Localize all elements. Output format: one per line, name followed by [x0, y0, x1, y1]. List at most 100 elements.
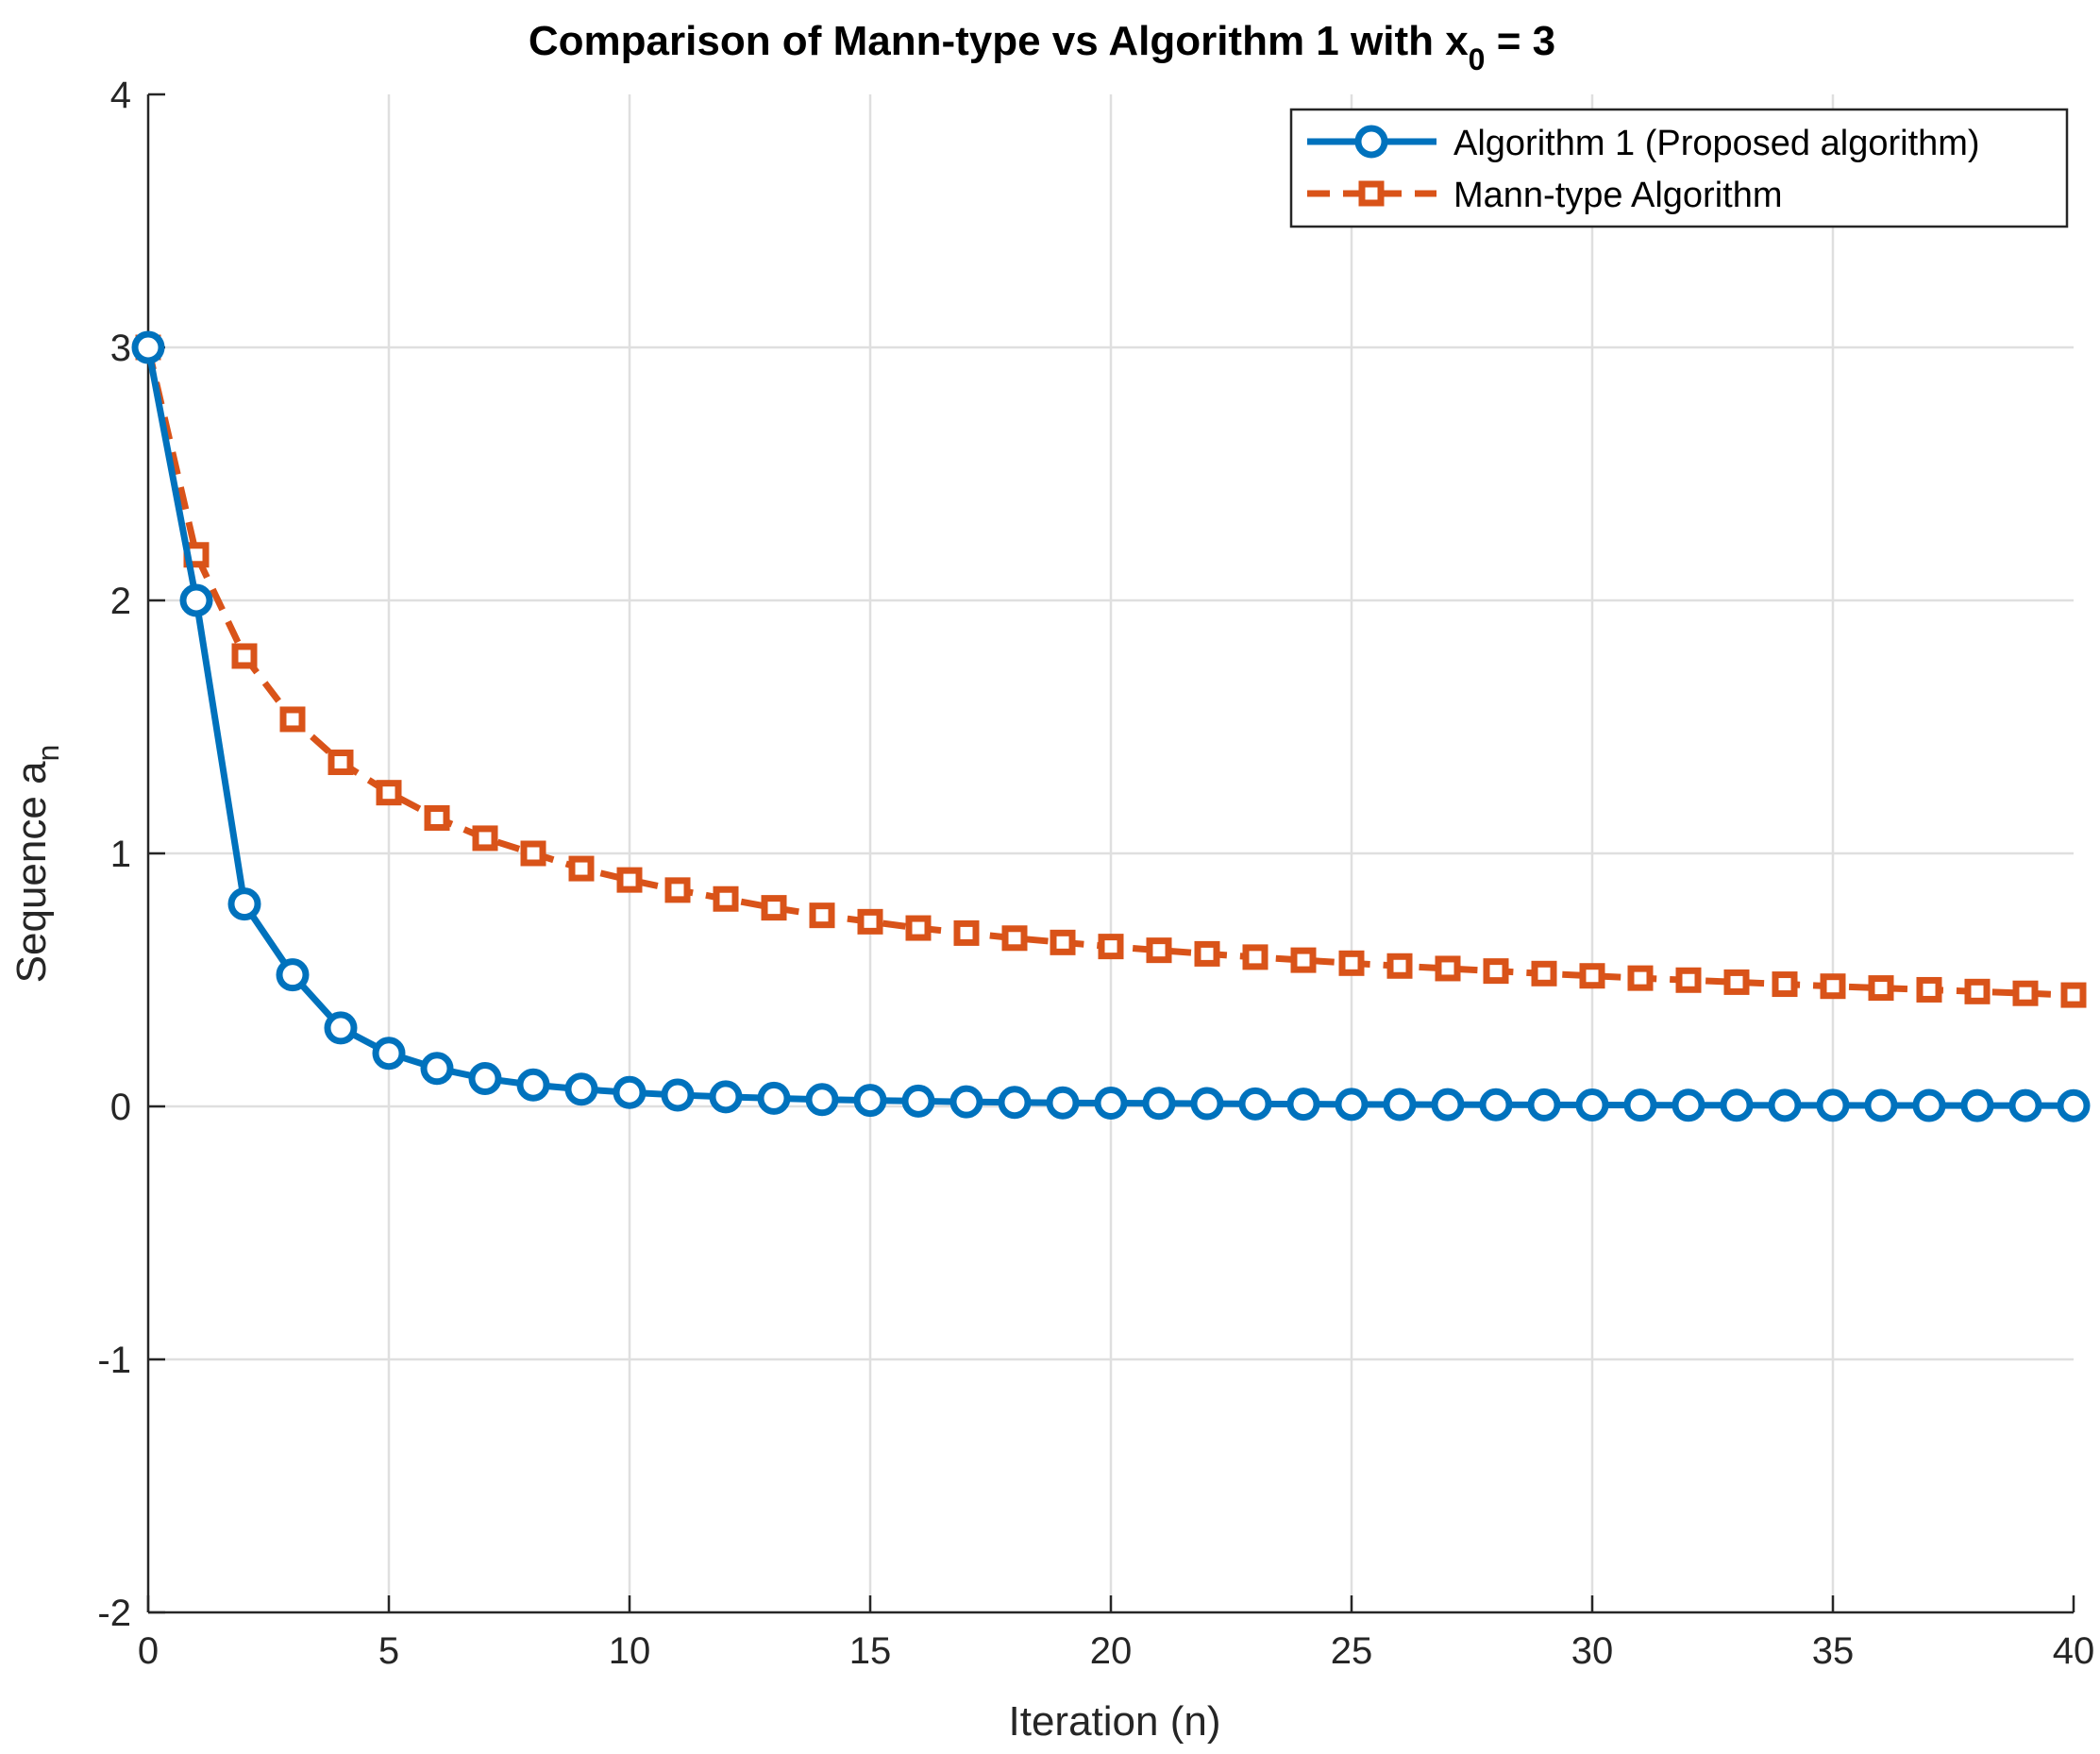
data-point-circle	[757, 1081, 791, 1115]
data-point-circle	[2008, 1088, 2042, 1122]
data-point-circle	[1046, 1086, 1080, 1120]
data-point-circle	[998, 1086, 1032, 1120]
x-tick-label: 40	[2053, 1630, 2095, 1672]
data-point-circle	[1286, 1088, 1320, 1122]
grid-lines	[148, 94, 2074, 1612]
y-tick-label: 0	[110, 1087, 131, 1128]
data-point-circle	[1960, 1088, 1994, 1122]
tick-labels: 0 5 10 15 20 25 30 35 40 -2 -1 0 1 2 3 4	[97, 75, 2094, 1672]
data-point-circle	[131, 330, 165, 364]
data-point-square	[1001, 925, 1028, 952]
data-point-square	[2060, 982, 2087, 1008]
data-point-circle	[1094, 1087, 1128, 1121]
data-point-circle	[1623, 1088, 1657, 1122]
y-tick-label: 1	[110, 834, 131, 875]
data-point-circle	[516, 1068, 550, 1102]
legend-marker-circle	[1354, 125, 1388, 159]
data-point-square	[953, 919, 980, 946]
data-point-circle	[1431, 1088, 1465, 1122]
x-tick-label: 10	[609, 1630, 651, 1672]
chart-title: Comparison of Mann-type vs Algorithm 1 w…	[529, 18, 1555, 76]
data-point-square	[664, 877, 691, 903]
x-axis-label: Iteration (n)	[1009, 1698, 1221, 1745]
data-point-circle	[1720, 1088, 1754, 1122]
data-point-square	[424, 804, 450, 831]
data-point-circle	[805, 1083, 839, 1117]
data-point-square	[1964, 978, 1991, 1004]
chart-title-subscript: 0	[1469, 42, 1486, 76]
data-point-square	[376, 780, 402, 806]
data-point-square	[1194, 940, 1220, 967]
x-tick-label: 30	[1571, 1630, 1614, 1672]
data-point-square	[905, 915, 932, 941]
data-point-circle	[1527, 1088, 1561, 1122]
data-point-circle	[1816, 1088, 1850, 1122]
data-point-circle	[709, 1080, 743, 1114]
data-point-square	[520, 840, 546, 867]
data-point-circle	[564, 1072, 598, 1106]
data-point-circle	[1768, 1088, 1802, 1122]
data-point-square	[1531, 960, 1557, 987]
data-point-square	[1868, 975, 1894, 1002]
x-tick-label: 15	[849, 1630, 892, 1672]
x-tick-label: 5	[378, 1630, 399, 1672]
data-point-square	[1579, 963, 1605, 989]
data-point-square	[1772, 971, 1798, 998]
chart-title-suffix: = 3	[1485, 18, 1555, 64]
data-point-circle	[1142, 1087, 1176, 1121]
data-point-circle	[179, 583, 213, 617]
data-point-square	[1483, 958, 1509, 985]
data-point-square	[1290, 947, 1317, 973]
data-point-circle	[1575, 1088, 1609, 1122]
y-tick-label: -2	[97, 1593, 131, 1634]
data-point-square	[809, 902, 835, 929]
x-tick-label: 20	[1090, 1630, 1133, 1672]
data-point-circle	[613, 1075, 647, 1109]
legend-label-algorithm-1: Algorithm 1 (Proposed algorithm)	[1453, 124, 1980, 163]
data-point-square	[713, 885, 739, 912]
data-point-circle	[1383, 1088, 1417, 1122]
data-point-square	[1435, 955, 1461, 982]
legend-entry-mann-type: Mann-type Algorithm	[1307, 176, 1783, 215]
data-point-circle	[661, 1078, 695, 1112]
data-point-square	[1627, 965, 1654, 991]
legend-entry-algorithm-1: Algorithm 1 (Proposed algorithm)	[1307, 124, 1980, 163]
data-point-circle	[853, 1084, 887, 1118]
data-point-square	[1386, 953, 1413, 979]
legend: Algorithm 1 (Proposed algorithm) Mann-ty…	[1289, 108, 2069, 228]
y-tick-label: 2	[110, 581, 131, 622]
data-point-circle	[949, 1085, 983, 1119]
data-point-square	[1242, 944, 1268, 970]
x-tick-label: 25	[1331, 1630, 1373, 1672]
data-point-circle	[1190, 1087, 1224, 1121]
y-axis-label-subscript: n	[31, 745, 65, 762]
chart-title-main: Comparison of Mann-type vs Algorithm 1 w…	[529, 18, 1469, 64]
data-point-circle	[2057, 1088, 2091, 1122]
data-point-circle	[420, 1052, 454, 1086]
data-point-square	[328, 750, 354, 776]
data-point-circle	[1672, 1088, 1705, 1122]
data-point-circle	[901, 1084, 935, 1118]
data-point-square	[1675, 967, 1702, 993]
series-algorithm-1	[131, 330, 2091, 1122]
data-point-square	[1146, 937, 1172, 964]
x-tick-label: 35	[1812, 1630, 1855, 1672]
y-tick-label: 4	[110, 75, 131, 116]
data-point-circle	[1864, 1088, 1898, 1122]
data-point-circle	[468, 1062, 502, 1096]
data-point-square	[2012, 980, 2039, 1006]
legend-label-mann-type: Mann-type Algorithm	[1453, 176, 1783, 215]
data-point-circle	[276, 958, 310, 992]
y-axis-label: Sequence an	[8, 745, 65, 984]
data-point-circle	[1912, 1088, 1946, 1122]
y-tick-label: -1	[97, 1340, 131, 1381]
data-point-square	[761, 895, 787, 921]
data-point-square	[472, 825, 498, 852]
data-point-square	[616, 867, 643, 893]
data-point-square	[568, 855, 595, 882]
data-point-circle	[1238, 1087, 1272, 1121]
data-point-circle	[1479, 1088, 1513, 1122]
data-point-circle	[1335, 1088, 1369, 1122]
